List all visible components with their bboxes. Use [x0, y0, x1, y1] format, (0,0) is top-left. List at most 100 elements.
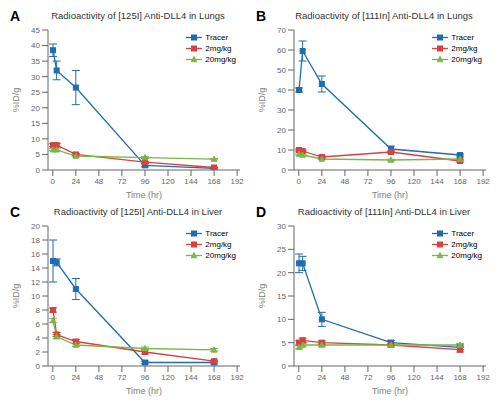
svg-text:48: 48 [340, 177, 349, 186]
svg-text:30: 30 [31, 73, 40, 82]
svg-text:4: 4 [36, 334, 41, 343]
svg-text:192: 192 [476, 177, 490, 186]
svg-text:24: 24 [317, 177, 326, 186]
html-text:2mg/kg: 2mg/kg [205, 240, 232, 249]
svg-text:20: 20 [31, 222, 40, 231]
svg-text:0: 0 [297, 373, 302, 382]
svg-text:10: 10 [277, 315, 286, 324]
svg-text:168: 168 [207, 373, 221, 382]
svg-text:144: 144 [430, 177, 444, 186]
html-text:Radioactivity of [111In] Anti-: Radioactivity of [111In] Anti-DLL4 in Lu… [295, 10, 473, 21]
svg-text:25: 25 [31, 88, 40, 97]
svg-text:25: 25 [277, 245, 286, 254]
html-text:Radioactivity of [125I] Anti-D: Radioactivity of [125I] Anti-DLL4 in Lun… [51, 10, 225, 21]
svg-text:%ID/g: %ID/g [11, 88, 21, 113]
svg-text:20: 20 [277, 269, 286, 278]
svg-text:72: 72 [363, 177, 372, 186]
html-text:B: B [256, 8, 267, 24]
svg-text:144: 144 [184, 373, 198, 382]
svg-text:96: 96 [387, 373, 396, 382]
svg-text:168: 168 [453, 373, 467, 382]
svg-text:120: 120 [407, 373, 421, 382]
svg-text:14: 14 [31, 264, 40, 273]
svg-text:24: 24 [71, 373, 80, 382]
svg-text:72: 72 [117, 177, 126, 186]
svg-text:%ID/g: %ID/g [257, 284, 267, 309]
html-text:2mg/kg: 2mg/kg [205, 44, 232, 53]
html-text:20mg/kg: 20mg/kg [451, 251, 482, 260]
html-text:Tracer: Tracer [451, 229, 475, 238]
svg-text:0: 0 [36, 362, 41, 371]
html-text:2mg/kg: 2mg/kg [451, 240, 478, 249]
svg-text:96: 96 [141, 177, 150, 186]
svg-text:120: 120 [161, 177, 175, 186]
html-text:20mg/kg: 20mg/kg [205, 55, 236, 64]
html-text:Radioactivity of [125I] Anti-D: Radioactivity of [125I] Anti-DLL4 in Liv… [53, 206, 223, 217]
svg-text:12: 12 [31, 278, 40, 287]
html-text:D: D [256, 204, 267, 220]
svg-text:120: 120 [407, 177, 421, 186]
svg-text:0: 0 [51, 373, 56, 382]
svg-text:35: 35 [31, 57, 40, 66]
svg-text:192: 192 [230, 177, 244, 186]
svg-text:6: 6 [36, 320, 41, 329]
svg-text:192: 192 [230, 373, 244, 382]
svg-text:2: 2 [36, 348, 41, 357]
svg-text:48: 48 [94, 373, 103, 382]
svg-text:48: 48 [94, 177, 103, 186]
svg-text:%ID/g: %ID/g [257, 88, 267, 113]
svg-text:144: 144 [184, 177, 198, 186]
svg-text:20: 20 [277, 126, 286, 135]
svg-text:120: 120 [161, 373, 175, 382]
svg-text:16: 16 [31, 250, 40, 259]
svg-text:24: 24 [317, 373, 326, 382]
svg-text:0: 0 [282, 362, 287, 371]
svg-text:0: 0 [282, 166, 287, 175]
html-text:Tracer: Tracer [451, 33, 475, 42]
html-text:20mg/kg: 20mg/kg [205, 251, 236, 260]
svg-text:40: 40 [277, 86, 286, 95]
svg-text:50: 50 [277, 66, 286, 75]
svg-text:Time (hr): Time (hr) [126, 190, 162, 200]
svg-text:168: 168 [207, 177, 221, 186]
svg-text:Time (hr): Time (hr) [126, 386, 162, 396]
svg-text:8: 8 [36, 306, 41, 315]
svg-text:18: 18 [31, 236, 40, 245]
svg-text:48: 48 [340, 373, 349, 382]
svg-text:10: 10 [31, 292, 40, 301]
svg-text:72: 72 [117, 373, 126, 382]
svg-text:20: 20 [31, 104, 40, 113]
svg-text:5: 5 [36, 150, 41, 159]
svg-text:40: 40 [31, 41, 40, 50]
svg-text:10: 10 [31, 135, 40, 144]
html-text:Tracer: Tracer [205, 33, 229, 42]
svg-text:0: 0 [51, 177, 56, 186]
svg-text:96: 96 [387, 177, 396, 186]
html-text:2mg/kg: 2mg/kg [451, 44, 478, 53]
svg-text:96: 96 [141, 373, 150, 382]
svg-text:60: 60 [277, 46, 286, 55]
svg-text:5: 5 [282, 339, 287, 348]
svg-text:0: 0 [297, 177, 302, 186]
svg-text:72: 72 [363, 373, 372, 382]
html-text:C: C [10, 204, 21, 220]
svg-text:30: 30 [277, 106, 286, 115]
svg-text:30: 30 [277, 222, 286, 231]
svg-text:%ID/g: %ID/g [11, 284, 21, 309]
html-text:A: A [10, 8, 21, 24]
svg-text:45: 45 [31, 26, 40, 35]
html-text:Radioactivity of [111In] Anti-: Radioactivity of [111In] Anti-DLL4 in Li… [297, 206, 471, 217]
svg-text:70: 70 [277, 26, 286, 35]
html-text:Tracer: Tracer [205, 229, 229, 238]
svg-text:0: 0 [36, 166, 41, 175]
svg-text:24: 24 [71, 177, 80, 186]
svg-text:Time (hr): Time (hr) [372, 386, 408, 396]
svg-text:10: 10 [277, 146, 286, 155]
svg-text:192: 192 [476, 373, 490, 382]
html-text:20mg/kg: 20mg/kg [451, 55, 482, 64]
svg-text:Time (hr): Time (hr) [372, 190, 408, 200]
svg-text:15: 15 [31, 119, 40, 128]
svg-text:168: 168 [453, 177, 467, 186]
svg-text:15: 15 [277, 292, 286, 301]
svg-text:144: 144 [430, 373, 444, 382]
